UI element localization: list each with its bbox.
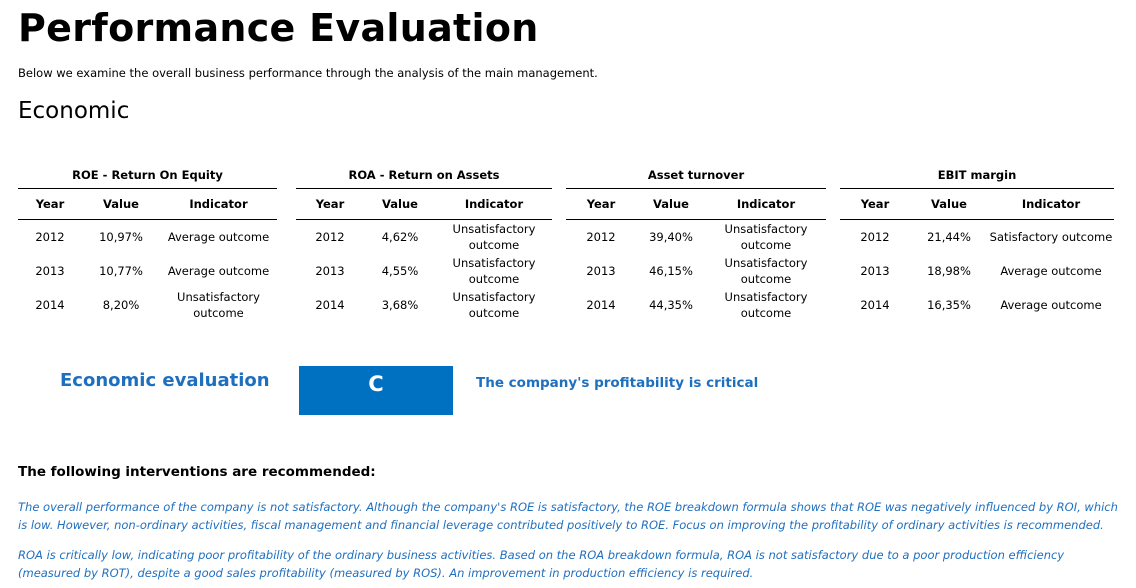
- page-title: Performance Evaluation: [18, 6, 539, 50]
- header-value: Value: [103, 197, 139, 211]
- cell-year: 2012: [860, 230, 890, 244]
- header-indicator: Indicator: [189, 197, 248, 211]
- table-title: ROA - Return on Assets: [348, 168, 500, 182]
- evaluation-summary: The company's profitability is critical: [476, 375, 759, 391]
- cell-year: 2013: [315, 264, 345, 278]
- ebit-margin-table: EBIT margin Year Value Indicator 2012 21…: [840, 162, 1114, 322]
- table-row: 2013 10,77% Average outcome: [18, 254, 277, 288]
- header-year: Year: [315, 197, 345, 211]
- cell-indicator: Average outcome: [167, 230, 270, 244]
- table-header: Year Value Indicator: [18, 188, 277, 220]
- cell-value: 10,97%: [99, 230, 143, 244]
- table-title: ROE - Return On Equity: [72, 168, 223, 182]
- cell-value: 4,55%: [381, 264, 419, 278]
- table-row: 2012 10,97% Average outcome: [18, 220, 277, 254]
- roa-table: ROA - Return on Assets Year Value Indica…: [296, 162, 552, 322]
- table-row: 2014 8,20% Unsatisfactory outcome: [18, 288, 277, 322]
- cell-value: 39,40%: [649, 230, 693, 244]
- cell-indicator: Unsatisfactory outcome: [724, 256, 808, 286]
- cell-indicator: Unsatisfactory outcome: [452, 222, 536, 252]
- cell-indicator: Average outcome: [1000, 264, 1102, 278]
- header-value: Value: [931, 197, 967, 211]
- table-row: 2014 44,35% Unsatisfactory outcome: [566, 288, 826, 322]
- cell-indicator: Unsatisfactory outcome: [177, 290, 260, 320]
- table-title: EBIT margin: [937, 168, 1017, 182]
- cell-indicator: Satisfactory outcome: [989, 230, 1113, 244]
- header-indicator: Indicator: [736, 197, 796, 211]
- header-value: Value: [382, 197, 418, 211]
- table-row: 2012 39,40% Unsatisfactory outcome: [566, 220, 826, 254]
- cell-indicator: Average outcome: [1000, 298, 1102, 312]
- cell-value: 3,68%: [381, 298, 419, 312]
- cell-value: 21,44%: [927, 230, 971, 244]
- cell-year: 2012: [586, 230, 616, 244]
- cell-value: 4,62%: [381, 230, 419, 244]
- cell-year: 2014: [860, 298, 890, 312]
- cell-indicator: Unsatisfactory outcome: [452, 256, 536, 286]
- cell-value: 44,35%: [649, 298, 693, 312]
- economic-evaluation-label: Economic evaluation: [60, 370, 270, 391]
- table-row: 2013 18,98% Average outcome: [840, 254, 1114, 288]
- cell-year: 2014: [35, 298, 65, 312]
- recommendation-paragraph: The overall performance of the company i…: [18, 500, 1118, 532]
- table-row: 2012 4,62% Unsatisfactory outcome: [296, 220, 552, 254]
- asset-turnover-table: Asset turnover Year Value Indicator 2012…: [566, 162, 826, 322]
- cell-year: 2013: [860, 264, 890, 278]
- cell-value: 46,15%: [649, 264, 693, 278]
- cell-value: 8,20%: [102, 298, 140, 312]
- table-row: 2014 3,68% Unsatisfactory outcome: [296, 288, 552, 322]
- recommendations-heading: The following interventions are recommen…: [18, 464, 376, 480]
- header-year: Year: [860, 197, 890, 211]
- table-row: 2012 21,44% Satisfactory outcome: [840, 220, 1114, 254]
- cell-value: 10,77%: [99, 264, 143, 278]
- table-title: Asset turnover: [647, 168, 745, 182]
- cell-indicator: Average outcome: [167, 264, 270, 278]
- header-year: Year: [35, 197, 65, 211]
- cell-year: 2014: [586, 298, 616, 312]
- cell-year: 2012: [35, 230, 65, 244]
- table-header: Year Value Indicator: [566, 188, 826, 220]
- cell-value: 16,35%: [927, 298, 971, 312]
- roe-table: ROE - Return On Equity Year Value Indica…: [18, 162, 277, 322]
- table-row: 2013 46,15% Unsatisfactory outcome: [566, 254, 826, 288]
- header-indicator: Indicator: [1021, 197, 1081, 211]
- cell-value: 18,98%: [927, 264, 971, 278]
- table-row: 2014 16,35% Average outcome: [840, 288, 1114, 322]
- table-header: Year Value Indicator: [296, 188, 552, 220]
- grade-badge: C: [299, 366, 453, 415]
- cell-indicator: Unsatisfactory outcome: [724, 290, 808, 320]
- cell-year: 2013: [35, 264, 65, 278]
- cell-indicator: Unsatisfactory outcome: [452, 290, 536, 320]
- cell-year: 2013: [586, 264, 616, 278]
- table-row: 2013 4,55% Unsatisfactory outcome: [296, 254, 552, 288]
- page-subtitle: Below we examine the overall business pe…: [18, 66, 598, 80]
- header-indicator: Indicator: [464, 197, 524, 211]
- header-value: Value: [653, 197, 689, 211]
- section-title: Economic: [18, 98, 130, 124]
- cell-year: 2014: [315, 298, 345, 312]
- recommendation-paragraph: ROA is critically low, indicating poor p…: [18, 548, 1065, 580]
- table-header: Year Value Indicator: [840, 188, 1114, 220]
- header-year: Year: [586, 197, 616, 211]
- cell-indicator: Unsatisfactory outcome: [724, 222, 808, 252]
- cell-year: 2012: [315, 230, 345, 244]
